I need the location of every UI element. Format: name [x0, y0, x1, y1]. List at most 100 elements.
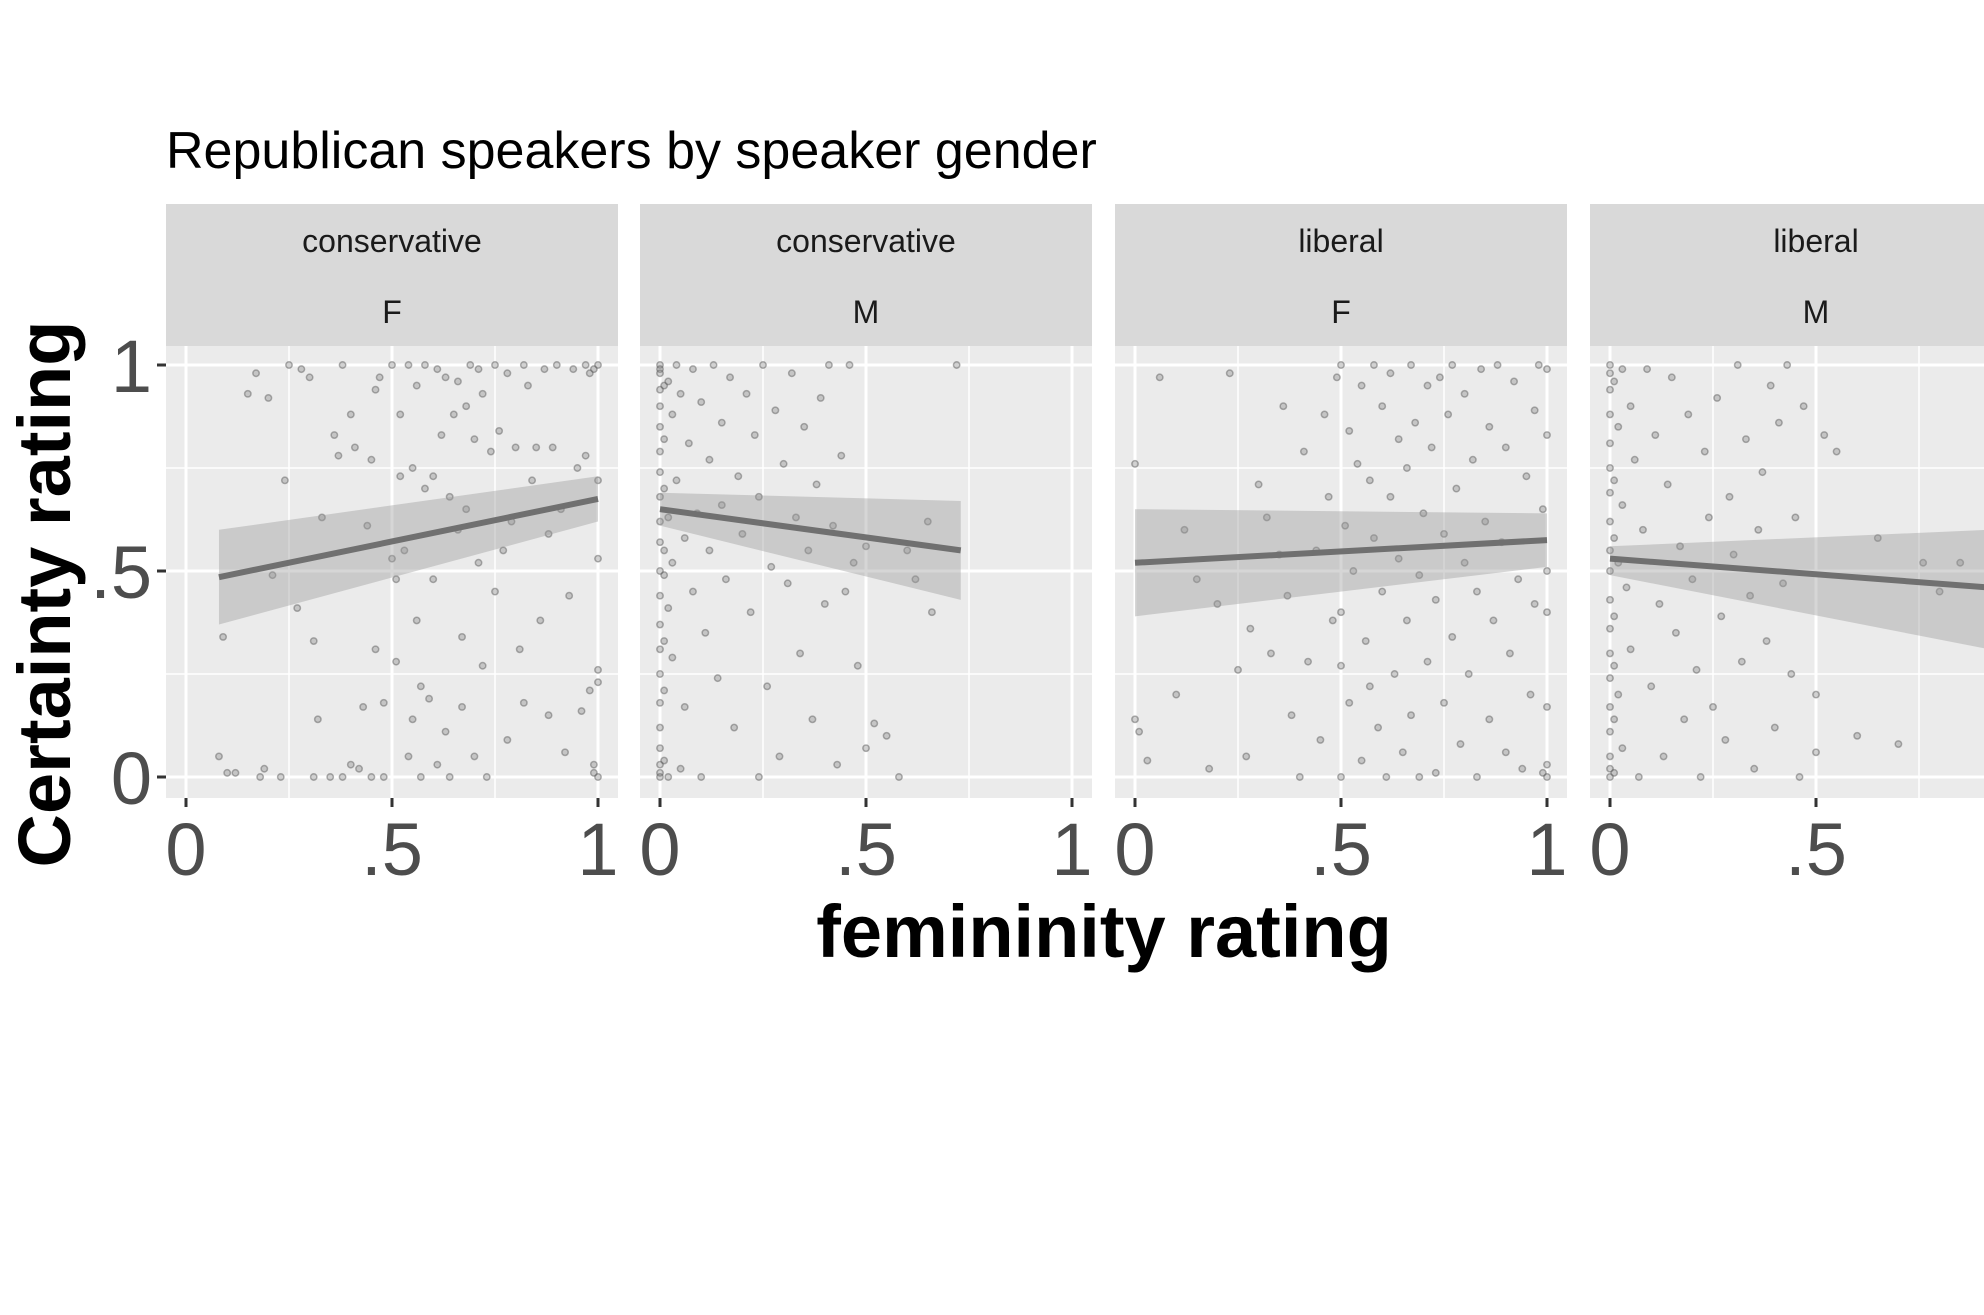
data-point	[280, 476, 289, 485]
data-point	[491, 587, 499, 596]
data-point	[1610, 768, 1619, 777]
facet-strip-label: conservative	[302, 223, 482, 259]
data-point	[1919, 558, 1928, 567]
data-point	[656, 538, 664, 547]
data-point	[1606, 410, 1614, 419]
data-point	[338, 773, 347, 781]
data-point	[656, 744, 664, 753]
data-point	[1444, 410, 1453, 419]
data-point	[309, 637, 318, 645]
data-point	[923, 517, 932, 526]
data-point	[1671, 628, 1680, 637]
data-point	[1684, 410, 1693, 419]
data-point	[660, 546, 669, 555]
data-point	[656, 468, 664, 477]
data-point	[1606, 517, 1614, 526]
data-point	[437, 431, 446, 439]
data-point	[309, 773, 318, 781]
data-point	[767, 562, 776, 571]
data-point	[1448, 632, 1457, 641]
data-point	[796, 649, 805, 658]
data-point	[1614, 690, 1623, 699]
data-point	[313, 715, 322, 724]
data-point	[664, 513, 673, 522]
data-point	[589, 768, 598, 777]
data-point	[713, 674, 722, 683]
data-point	[293, 604, 302, 613]
data-point	[594, 476, 602, 485]
data-point	[1606, 567, 1614, 575]
data-point	[421, 484, 429, 493]
data-point	[1304, 657, 1312, 666]
data-point	[1606, 464, 1614, 472]
data-point	[1725, 492, 1734, 501]
data-point	[1510, 377, 1518, 386]
data-point	[1530, 406, 1539, 415]
data-point	[660, 756, 669, 765]
data-point	[895, 773, 903, 781]
data-point	[486, 447, 495, 456]
data-point	[1279, 402, 1288, 411]
data-point	[656, 402, 664, 411]
data-point	[1431, 595, 1440, 604]
data-point	[664, 604, 673, 613]
data-point	[433, 365, 442, 374]
data-point	[656, 492, 664, 501]
data-point	[1357, 381, 1366, 390]
data-point	[1192, 575, 1201, 584]
x-axis-title: femininity rating	[816, 890, 1392, 973]
data-point	[1543, 773, 1551, 781]
data-point	[660, 686, 669, 695]
data-point	[1435, 373, 1444, 382]
data-point	[375, 373, 384, 382]
data-point	[1526, 690, 1535, 699]
data-point	[1639, 525, 1647, 534]
data-point	[1610, 612, 1619, 621]
data-point	[1431, 768, 1440, 777]
data-point	[1493, 361, 1502, 369]
facet-strip	[1590, 204, 1984, 346]
data-point	[684, 439, 693, 448]
data-point	[412, 616, 421, 625]
data-point	[701, 628, 710, 637]
data-point	[1468, 455, 1477, 464]
data-point	[1489, 616, 1498, 625]
data-point	[243, 389, 252, 398]
data-point	[425, 694, 434, 703]
data-point	[412, 381, 421, 390]
data-point	[680, 534, 689, 542]
data-point	[1610, 534, 1619, 542]
data-point	[1758, 468, 1767, 477]
data-point	[470, 435, 479, 444]
data-point	[594, 361, 602, 369]
data-point	[1131, 715, 1139, 724]
data-point	[668, 410, 677, 419]
data-point	[1357, 756, 1366, 765]
data-point	[709, 361, 718, 369]
data-point	[1538, 505, 1547, 514]
data-point	[1316, 735, 1325, 744]
data-point	[1320, 410, 1329, 419]
data-point	[1606, 369, 1614, 378]
data-point	[1341, 521, 1350, 530]
data-point	[503, 735, 512, 744]
data-point	[1651, 431, 1660, 439]
data-point	[882, 731, 891, 740]
data-point	[268, 571, 277, 580]
data-point	[1337, 661, 1345, 670]
data-point	[1440, 529, 1448, 538]
data-point	[1618, 744, 1627, 753]
data-point	[491, 361, 499, 369]
data-point	[705, 546, 714, 555]
data-point	[1543, 431, 1551, 439]
data-point	[824, 361, 833, 369]
data-point	[656, 567, 664, 575]
data-point	[1812, 748, 1820, 757]
data-point	[1873, 534, 1882, 542]
data-point	[1762, 637, 1771, 645]
data-point	[754, 773, 763, 781]
data-point	[318, 513, 326, 522]
data-point	[1337, 608, 1345, 617]
data-point	[771, 406, 780, 415]
data-point	[404, 752, 413, 761]
